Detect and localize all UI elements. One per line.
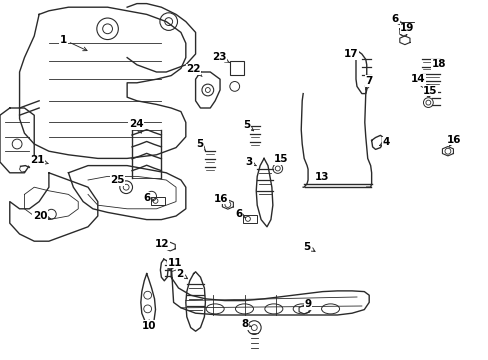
Text: 14: 14 <box>410 74 425 89</box>
Text: 16: 16 <box>446 135 460 146</box>
Text: 8: 8 <box>241 319 251 329</box>
Text: 3: 3 <box>245 157 256 167</box>
Bar <box>399 22 413 30</box>
Text: 20: 20 <box>33 211 51 221</box>
Text: 25: 25 <box>110 175 124 185</box>
Text: 5: 5 <box>243 120 253 131</box>
Text: 1: 1 <box>60 35 87 51</box>
Text: 15: 15 <box>422 86 437 97</box>
Text: 10: 10 <box>142 320 156 331</box>
Text: 18: 18 <box>430 59 446 69</box>
Text: 9: 9 <box>304 299 311 309</box>
Text: 16: 16 <box>213 194 228 204</box>
Text: 17: 17 <box>343 49 358 59</box>
Bar <box>150 197 164 205</box>
Text: 22: 22 <box>186 64 202 76</box>
Text: 7: 7 <box>365 76 372 90</box>
Text: 11: 11 <box>167 258 182 270</box>
Text: 12: 12 <box>155 239 169 249</box>
Text: 4: 4 <box>379 137 389 147</box>
Text: 15: 15 <box>273 154 287 165</box>
Text: 5: 5 <box>196 139 205 150</box>
Text: 2: 2 <box>176 269 187 279</box>
Text: 21: 21 <box>30 155 48 165</box>
Text: 13: 13 <box>314 172 328 183</box>
Text: 23: 23 <box>211 52 229 63</box>
Bar <box>229 61 244 75</box>
Text: 24: 24 <box>128 119 143 133</box>
Text: 6: 6 <box>143 193 153 203</box>
Text: 19: 19 <box>399 23 414 34</box>
Text: 6: 6 <box>391 14 401 25</box>
Text: 5: 5 <box>303 242 314 252</box>
Bar <box>243 215 257 223</box>
Text: 6: 6 <box>235 209 245 219</box>
